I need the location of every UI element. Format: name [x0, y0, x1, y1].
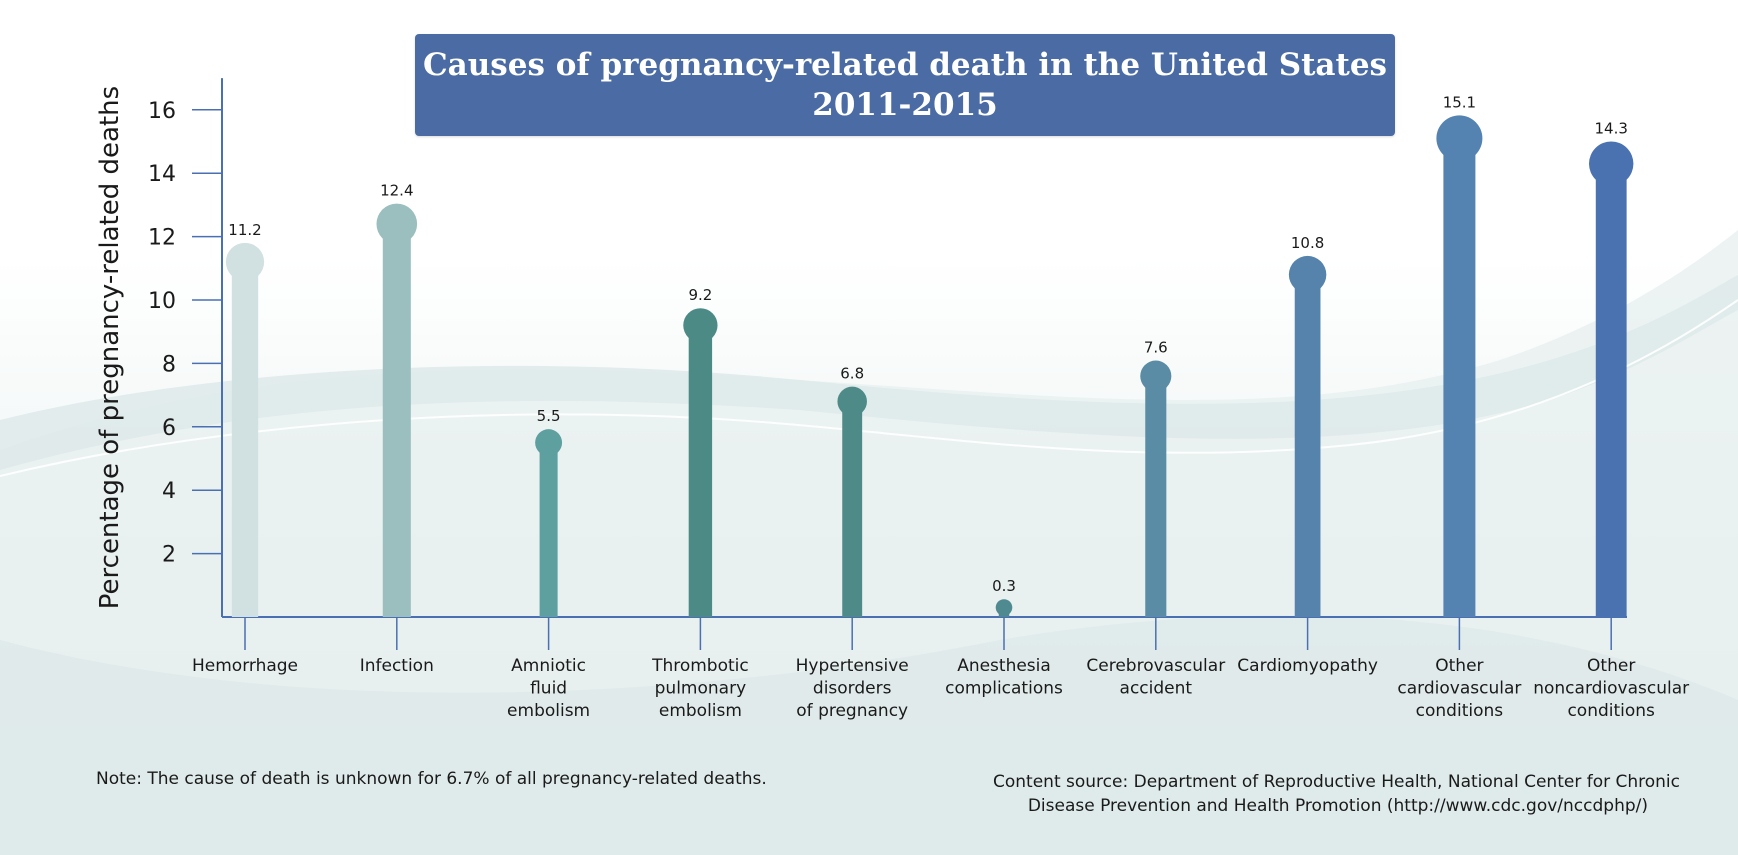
- chart-title-box: Causes of pregnancy-related death in the…: [415, 34, 1395, 136]
- x-tick-label: Anesthesia complications: [945, 656, 1063, 699]
- x-tick-label: Hypertensive disorders of pregnancy: [796, 656, 909, 721]
- x-tick-label-line: embolism: [659, 701, 742, 721]
- x-tick-label-line: disorders: [813, 679, 892, 699]
- x-tick-label-line: Other: [1435, 656, 1483, 676]
- bar-cap: [1288, 255, 1327, 294]
- x-tick-label: Hemorrhage: [192, 656, 298, 676]
- x-tick-label-line: Thrombotic: [651, 656, 749, 676]
- bar-cap: [535, 429, 563, 457]
- x-tick-label: Other cardiovascular conditions: [1397, 656, 1521, 721]
- data-label: 7.6: [1144, 339, 1168, 357]
- content-source-line-2: Disease Prevention and Health Promotion …: [1027, 796, 1648, 816]
- x-tick-label-line: Anesthesia: [957, 656, 1051, 676]
- bar-cap: [1436, 115, 1483, 162]
- data-label: 9.2: [688, 286, 712, 304]
- x-tick-label-line: Hypertensive: [796, 656, 909, 676]
- x-tick-label-line: Cardiomyopathy: [1237, 656, 1378, 676]
- data-label: 12.4: [380, 182, 413, 200]
- x-tick-label-line: fluid: [530, 679, 567, 699]
- x-tick-label-line: Other: [1587, 656, 1635, 676]
- y-axis-label: Percentage of pregnancy-related deaths: [95, 86, 125, 609]
- bar-cap: [683, 308, 718, 343]
- x-tick-label-line: Hemorrhage: [192, 656, 298, 676]
- data-label: 6.8: [840, 365, 864, 383]
- x-tick-label: Cardiomyopathy: [1237, 656, 1378, 676]
- bar: [1443, 138, 1476, 617]
- data-label: 10.8: [1291, 234, 1324, 252]
- bar: [1294, 274, 1321, 617]
- content-source-line-1: Content source: Department of Reproducti…: [993, 772, 1680, 792]
- x-tick-label-line: conditions: [1416, 701, 1504, 721]
- bar-cap: [1140, 360, 1172, 392]
- y-tick-label: 2: [162, 543, 176, 568]
- bar: [1595, 163, 1627, 617]
- data-label: 14.3: [1594, 119, 1627, 137]
- y-tick-label: 6: [162, 416, 176, 441]
- x-tick-label-line: embolism: [507, 701, 590, 721]
- bar: [688, 325, 713, 617]
- bar: [231, 261, 259, 617]
- bar: [1145, 376, 1167, 617]
- data-label: 5.5: [537, 407, 561, 425]
- x-tick-label: Infection: [360, 656, 434, 676]
- y-tick-label: 8: [162, 352, 176, 377]
- y-tick-label: 4: [162, 479, 176, 504]
- y-tick-label: 16: [148, 99, 176, 124]
- bar: [539, 442, 558, 617]
- y-tick-label: 12: [148, 226, 176, 251]
- bar-cap: [225, 242, 265, 282]
- bar-cap: [376, 203, 418, 245]
- chart-subtitle: 2011-2015: [812, 87, 998, 123]
- bar-cap: [1588, 141, 1634, 186]
- x-tick-label-line: accident: [1120, 679, 1193, 699]
- data-label: 15.1: [1443, 93, 1476, 111]
- y-tick-label: 10: [148, 289, 176, 314]
- x-tick-label: Amniotic fluid embolism: [507, 656, 590, 721]
- bar: [842, 401, 863, 617]
- x-tick-label-line: noncardiovascular: [1533, 679, 1689, 699]
- x-tick-label-line: Amniotic: [511, 656, 586, 676]
- x-tick-label: Cerebrovascular accident: [1086, 656, 1225, 699]
- x-tick-label-line: conditions: [1567, 701, 1655, 721]
- data-label: 0.3: [992, 577, 1016, 595]
- x-tick-label-line: Cerebrovascular: [1086, 656, 1225, 676]
- x-tick-label-line: complications: [945, 679, 1063, 699]
- x-tick-label-line: pulmonary: [655, 679, 747, 699]
- data-label: 11.2: [228, 221, 261, 239]
- x-tick-label-line: Infection: [360, 656, 434, 676]
- x-tick-label-line: cardiovascular: [1397, 679, 1521, 699]
- x-tick-label: Thrombotic pulmonary embolism: [651, 656, 749, 721]
- content-source: Content source: Department of Reproducti…: [920, 770, 1680, 818]
- footnote: Note: The cause of death is unknown for …: [96, 769, 767, 789]
- y-tick-label: 14: [148, 162, 176, 187]
- bar: [382, 223, 411, 618]
- bar-cap: [995, 599, 1013, 616]
- x-tick-label-line: of pregnancy: [796, 701, 908, 721]
- x-tick-label: Other noncardiovascular conditions: [1533, 656, 1689, 721]
- bar-cap: [837, 386, 867, 417]
- chart-title: Causes of pregnancy-related death in the…: [422, 47, 1388, 83]
